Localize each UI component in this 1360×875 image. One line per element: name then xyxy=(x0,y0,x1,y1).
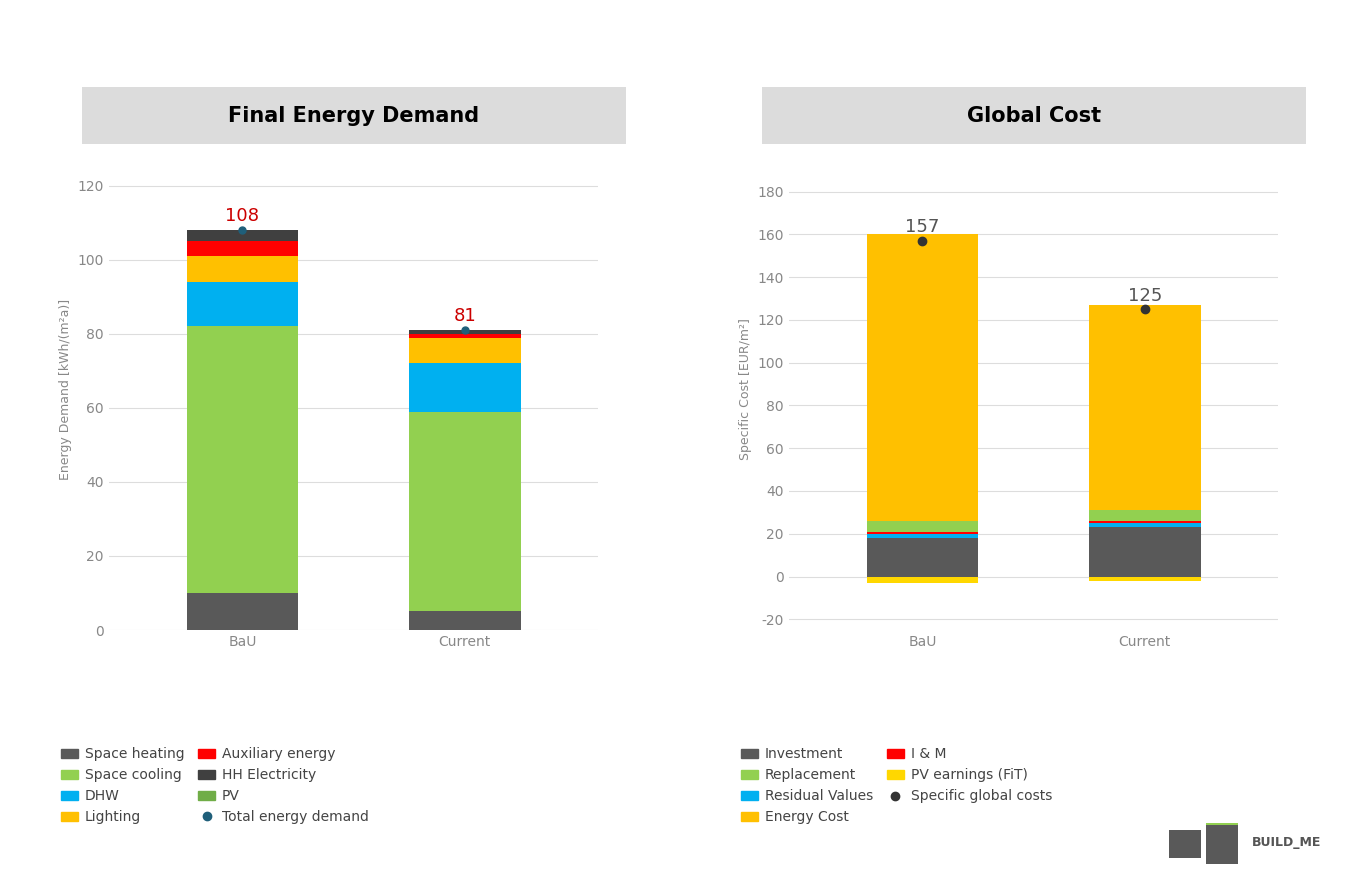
Bar xyxy=(409,330,521,334)
Bar xyxy=(1206,824,1238,864)
Y-axis label: Energy Demand [kWh/(m²a)]: Energy Demand [kWh/(m²a)] xyxy=(58,298,72,480)
Bar xyxy=(409,334,521,338)
Bar xyxy=(866,538,978,577)
Bar xyxy=(1089,528,1201,577)
Bar xyxy=(1206,822,1238,825)
Bar xyxy=(1089,523,1201,528)
Text: Final Energy Demand: Final Energy Demand xyxy=(228,106,479,126)
Bar xyxy=(1089,510,1201,521)
Bar xyxy=(186,256,298,282)
Bar xyxy=(1089,521,1201,523)
Bar xyxy=(866,534,978,538)
Bar xyxy=(866,532,978,534)
Text: Global Cost: Global Cost xyxy=(967,106,1100,126)
Legend: Investment, Replacement, Residual Values, Energy Cost, I & M, PV earnings (FiT),: Investment, Replacement, Residual Values… xyxy=(741,747,1053,824)
Text: 81: 81 xyxy=(453,306,476,325)
Bar xyxy=(409,338,521,363)
Bar xyxy=(866,577,978,583)
Text: 108: 108 xyxy=(226,206,260,225)
Legend: Space heating, Space cooling, DHW, Lighting, Auxiliary energy, HH Electricity, P: Space heating, Space cooling, DHW, Light… xyxy=(61,747,369,824)
Text: BUILD_ME: BUILD_ME xyxy=(1253,836,1322,849)
Text: 125: 125 xyxy=(1127,287,1161,304)
Bar xyxy=(1168,830,1201,858)
Bar xyxy=(409,411,521,612)
Bar xyxy=(186,326,298,593)
Bar xyxy=(409,612,521,630)
Bar xyxy=(186,282,298,326)
Bar xyxy=(866,521,978,532)
Bar xyxy=(866,234,978,521)
Bar xyxy=(1089,304,1201,510)
Bar xyxy=(186,242,298,256)
Bar xyxy=(186,230,298,242)
Bar xyxy=(409,363,521,411)
Bar xyxy=(186,593,298,630)
Text: 157: 157 xyxy=(906,219,940,236)
Y-axis label: Specific Cost [EUR/m²]: Specific Cost [EUR/m²] xyxy=(738,318,752,460)
Bar xyxy=(1089,577,1201,581)
